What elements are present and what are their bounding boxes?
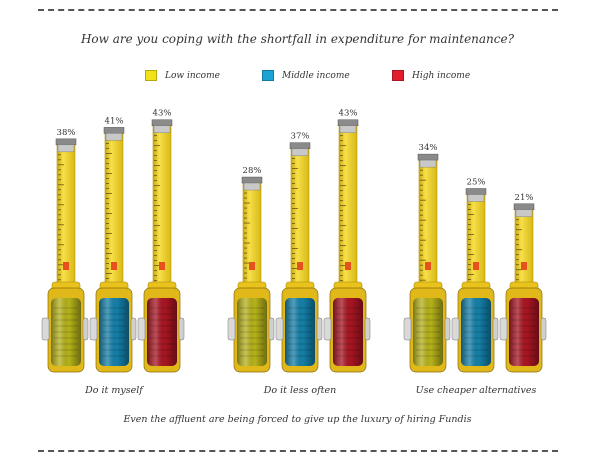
- tape-tip: [55, 138, 77, 146]
- tape-body-shine: [99, 298, 129, 366]
- tape-tip-plate: [153, 125, 171, 133]
- tape-tip-plate: [243, 182, 261, 191]
- tape-body-shine: [509, 298, 539, 366]
- tape-clip-right: [316, 317, 323, 341]
- tape-tip-plate: [57, 144, 75, 153]
- value-label: 25%: [467, 178, 486, 188]
- tape-clip-right: [540, 317, 547, 341]
- legend-label-low: Low income: [165, 70, 220, 81]
- category-label: Do it less often: [263, 385, 336, 396]
- legend-swatch-high: [392, 70, 404, 81]
- bar-1-1: 37%: [275, 132, 323, 373]
- tape-clip-right: [492, 317, 499, 341]
- tape-red-mark: [111, 262, 117, 270]
- tape-tip-plate: [339, 125, 357, 133]
- bar-2-2: 21%: [499, 193, 547, 373]
- tape-red-mark: [297, 262, 303, 270]
- value-label: 41%: [105, 116, 124, 126]
- tape-red-mark: [345, 262, 351, 270]
- tape-tip-plate: [291, 148, 309, 156]
- tape-blade: [466, 192, 486, 293]
- tape-clip: [499, 317, 508, 341]
- legend-label-middle: Middle income: [282, 70, 350, 81]
- tape-tip-plate: [105, 133, 123, 141]
- bar-1-2: 43%: [323, 109, 371, 373]
- category-label: Use cheaper alternatives: [416, 385, 537, 396]
- tape-body-shine: [285, 298, 315, 366]
- value-label: 21%: [515, 193, 534, 203]
- tape-body-shine: [237, 298, 267, 366]
- bar-2-1: 25%: [451, 178, 499, 373]
- tape-clip: [89, 317, 98, 341]
- legend: Low income Middle income High income: [0, 70, 595, 86]
- legend-swatch-middle: [262, 70, 274, 81]
- tape-clip: [323, 317, 332, 341]
- legend-item-high: High income: [392, 70, 470, 81]
- tape-clip-right: [178, 317, 185, 341]
- tape-tip: [103, 127, 125, 134]
- bar-1-0: 28%: [227, 166, 275, 373]
- legend-item-middle: Middle income: [262, 70, 350, 81]
- tape-tip-plate: [419, 159, 437, 168]
- tape-red-mark: [249, 262, 255, 270]
- tape-body-shine: [413, 298, 443, 366]
- tape-clip-right: [130, 317, 137, 341]
- chart-caption: Even the affluent are being forced to gi…: [123, 414, 472, 425]
- top-divider: [38, 9, 558, 11]
- tape-clip: [227, 317, 236, 341]
- value-label: 43%: [153, 109, 172, 119]
- tape-red-mark: [159, 262, 165, 270]
- value-label: 28%: [243, 166, 262, 176]
- bottom-divider: [38, 450, 558, 452]
- tape-tip: [289, 142, 311, 149]
- tape-tip: [337, 119, 359, 126]
- value-label: 37%: [291, 132, 310, 142]
- tape-clip: [275, 317, 284, 341]
- tape-tip-plate: [467, 194, 485, 202]
- tape-tip: [465, 188, 487, 195]
- tape-body-shine: [333, 298, 363, 366]
- tape-red-mark: [521, 262, 527, 270]
- legend-item-low: Low income: [145, 70, 220, 81]
- tape-clip: [41, 317, 50, 341]
- tape-clip: [451, 317, 460, 341]
- tape-body-shine: [51, 298, 81, 366]
- tape-clip-right: [268, 317, 275, 341]
- tape-tip: [513, 203, 535, 211]
- tape-body-shine: [461, 298, 491, 366]
- tape-clip-right: [444, 317, 451, 341]
- bar-2-0: 34%: [403, 143, 451, 373]
- bar-0-1: 41%: [89, 116, 137, 373]
- chart-title: How are you coping with the shortfall in…: [80, 32, 515, 46]
- tape-red-mark: [473, 262, 479, 270]
- tape-tip: [417, 153, 439, 161]
- tape-tip-plate: [515, 209, 533, 217]
- value-label: 34%: [419, 143, 438, 153]
- bar-0-2: 43%: [137, 109, 185, 373]
- tape-clip-right: [82, 317, 89, 341]
- value-label: 43%: [339, 109, 358, 119]
- tape-red-mark: [425, 262, 431, 270]
- tape-tip: [151, 119, 173, 126]
- tape-clip: [137, 317, 146, 341]
- bar-0-0: 38%: [41, 128, 89, 373]
- tape-blade: [242, 180, 262, 293]
- tape-red-mark: [63, 262, 69, 270]
- value-label: 38%: [57, 128, 76, 138]
- tape-clip: [403, 317, 412, 341]
- tape-body-shine: [147, 298, 177, 366]
- legend-label-high: High income: [412, 70, 471, 81]
- legend-swatch-low: [145, 70, 157, 81]
- category-label: Do it myself: [84, 385, 144, 396]
- tape-tip: [241, 176, 263, 184]
- tape-clip-right: [364, 317, 371, 341]
